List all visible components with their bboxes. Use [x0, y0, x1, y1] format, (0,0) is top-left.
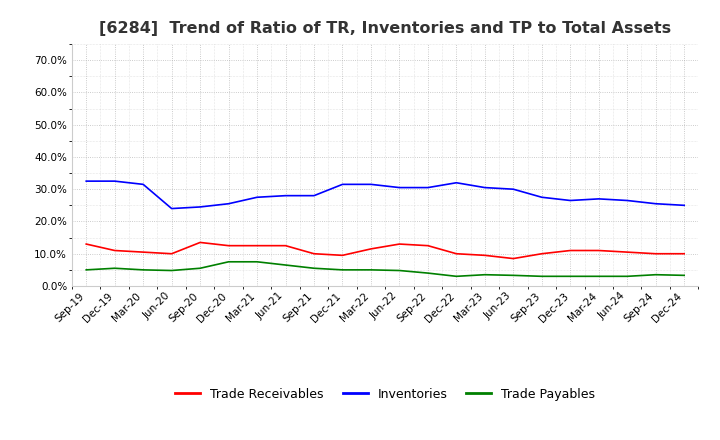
Inventories: [110, 179, 119, 184]
Trade Payables: [338, 267, 347, 272]
Inventories: [82, 179, 91, 184]
Inventories: [395, 185, 404, 190]
Inventories: [423, 185, 432, 190]
Inventories: [623, 198, 631, 203]
Trade Payables: [623, 274, 631, 279]
Trade Payables: [652, 272, 660, 277]
Inventories: [139, 182, 148, 187]
Trade Payables: [395, 268, 404, 273]
Trade Receivables: [652, 251, 660, 257]
Trade Payables: [225, 259, 233, 264]
Trade Payables: [537, 274, 546, 279]
Trade Receivables: [139, 249, 148, 255]
Trade Receivables: [395, 242, 404, 247]
Line: Inventories: Inventories: [86, 181, 684, 209]
Trade Payables: [480, 272, 489, 277]
Trade Payables: [196, 266, 204, 271]
Trade Receivables: [680, 251, 688, 257]
Trade Payables: [566, 274, 575, 279]
Trade Receivables: [595, 248, 603, 253]
Trade Receivables: [452, 251, 461, 257]
Inventories: [225, 201, 233, 206]
Inventories: [480, 185, 489, 190]
Trade Payables: [310, 266, 318, 271]
Line: Trade Payables: Trade Payables: [86, 262, 684, 276]
Inventories: [566, 198, 575, 203]
Trade Payables: [253, 259, 261, 264]
Trade Receivables: [509, 256, 518, 261]
Inventories: [310, 193, 318, 198]
Trade Payables: [282, 262, 290, 268]
Trade Payables: [509, 273, 518, 278]
Inventories: [366, 182, 375, 187]
Trade Receivables: [196, 240, 204, 245]
Trade Payables: [110, 266, 119, 271]
Inventories: [338, 182, 347, 187]
Trade Payables: [139, 267, 148, 272]
Trade Receivables: [537, 251, 546, 257]
Trade Payables: [452, 274, 461, 279]
Inventories: [680, 203, 688, 208]
Trade Receivables: [623, 249, 631, 255]
Trade Receivables: [310, 251, 318, 257]
Trade Payables: [595, 274, 603, 279]
Trade Payables: [366, 267, 375, 272]
Inventories: [167, 206, 176, 211]
Trade Receivables: [480, 253, 489, 258]
Trade Receivables: [110, 248, 119, 253]
Trade Payables: [423, 271, 432, 276]
Trade Receivables: [423, 243, 432, 248]
Trade Receivables: [282, 243, 290, 248]
Inventories: [509, 187, 518, 192]
Inventories: [253, 194, 261, 200]
Trade Receivables: [167, 251, 176, 257]
Trade Receivables: [366, 246, 375, 252]
Inventories: [652, 201, 660, 206]
Trade Payables: [82, 267, 91, 272]
Inventories: [595, 196, 603, 202]
Line: Trade Receivables: Trade Receivables: [86, 242, 684, 259]
Title: [6284]  Trend of Ratio of TR, Inventories and TP to Total Assets: [6284] Trend of Ratio of TR, Inventories…: [99, 21, 671, 36]
Inventories: [282, 193, 290, 198]
Trade Receivables: [82, 242, 91, 247]
Inventories: [537, 194, 546, 200]
Trade Receivables: [338, 253, 347, 258]
Trade Payables: [680, 273, 688, 278]
Legend: Trade Receivables, Inventories, Trade Payables: Trade Receivables, Inventories, Trade Pa…: [170, 383, 600, 406]
Trade Payables: [167, 268, 176, 273]
Trade Receivables: [253, 243, 261, 248]
Inventories: [196, 204, 204, 209]
Trade Receivables: [225, 243, 233, 248]
Trade Receivables: [566, 248, 575, 253]
Inventories: [452, 180, 461, 185]
